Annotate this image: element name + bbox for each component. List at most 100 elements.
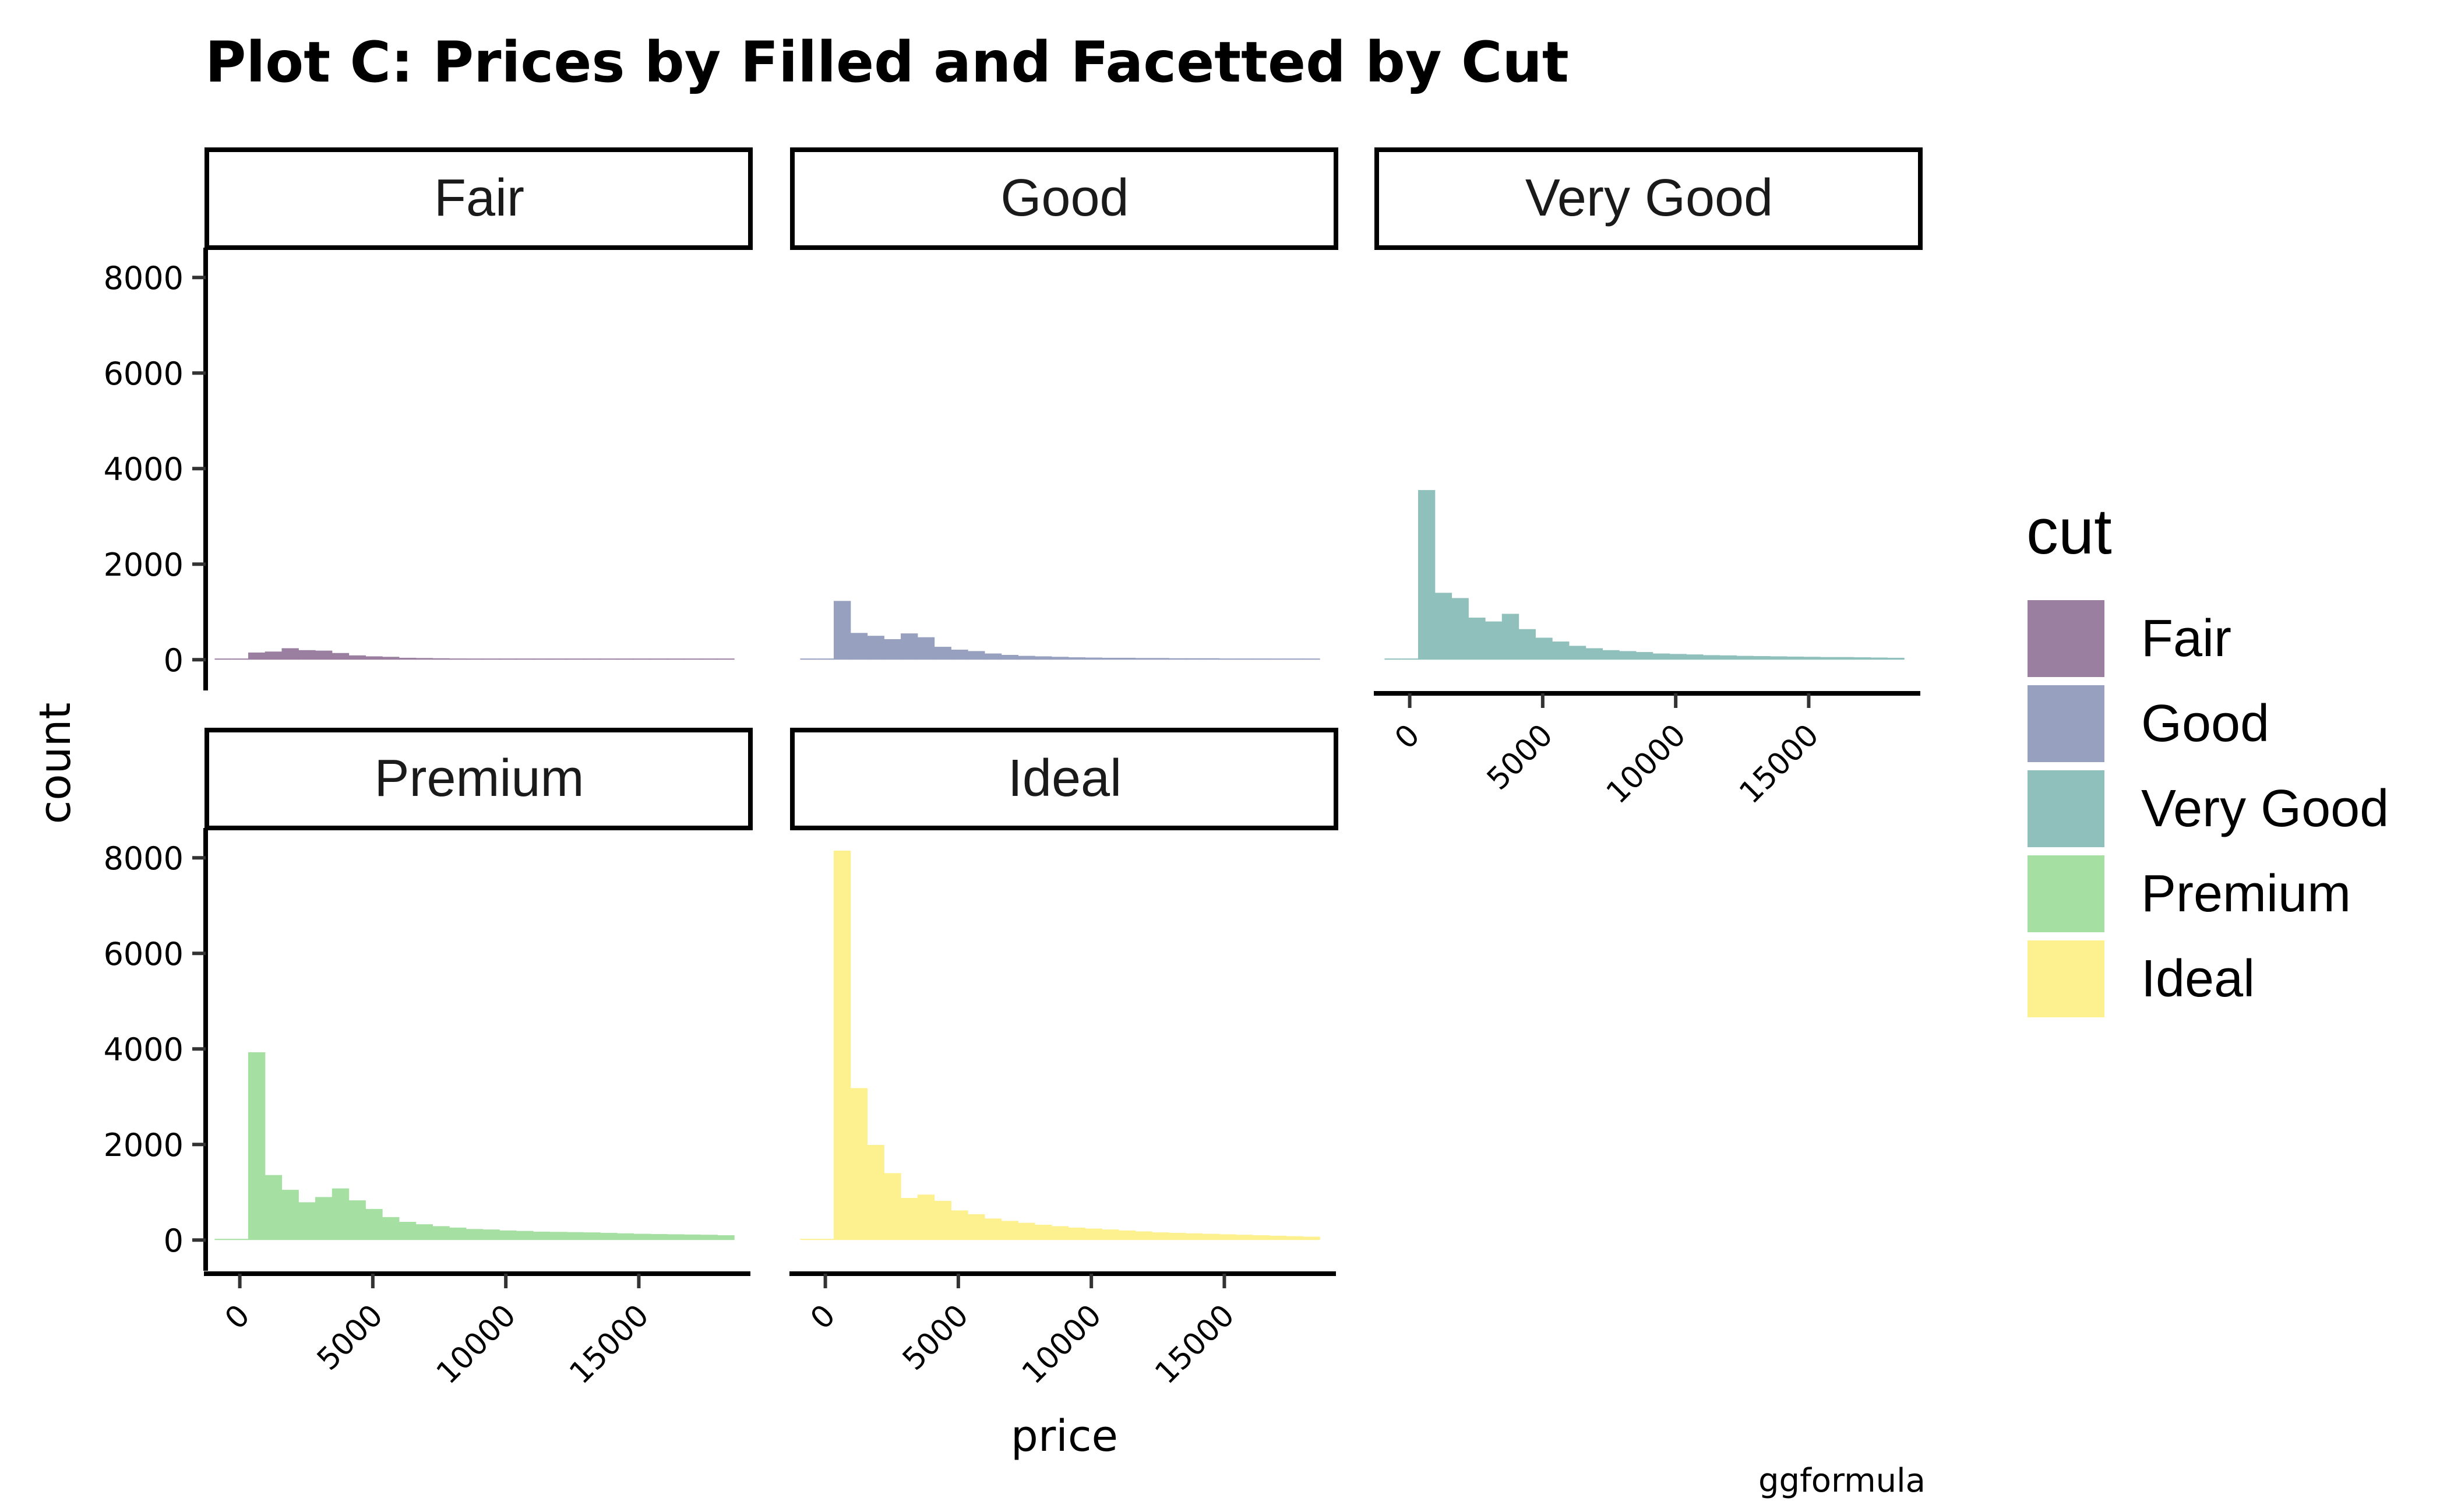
bar [332,1188,350,1240]
bar [717,658,735,660]
bar [1118,657,1136,660]
panel-fair: Fair 0 2000 4000 6000 8000 [104,147,753,690]
panel-premium: Premium 0 2000 4000 6000 8000 0 5000 10000 15000 [104,728,753,1391]
bar [1001,1221,1018,1240]
bar [566,1232,584,1240]
bar [1219,658,1236,660]
x-tick-label: 10000 [1016,1298,1108,1391]
bar [683,658,701,660]
bar [1186,1233,1203,1240]
bar [265,1175,283,1240]
bar [1468,618,1486,660]
bar [449,1227,467,1240]
bar [917,1194,935,1240]
bar [365,1208,383,1240]
bar [1451,598,1469,660]
y-tick-label: 6000 [104,355,184,392]
bar [1236,1235,1253,1240]
bar [1820,657,1838,660]
bar [1585,648,1603,660]
bar [482,1229,500,1240]
bar [432,1226,450,1240]
bar [650,1233,668,1240]
bar [1853,657,1871,660]
baseline-mark [214,1239,232,1240]
strip-premium [204,728,753,830]
bar [533,1231,551,1240]
bar [1837,657,1854,660]
bar [466,1229,484,1240]
x-tick-label: 15000 [1733,718,1825,810]
bar [1135,658,1153,660]
y-tick-label: 0 [164,1222,184,1259]
bar [1552,642,1570,660]
bar [1051,1226,1069,1240]
strip-label-good: Good [1000,169,1129,227]
bar [951,1210,968,1240]
bar [399,1222,417,1240]
bar [1051,657,1069,660]
strip-label-premium: Premium [374,749,584,808]
bar [1102,1229,1119,1240]
bar [382,1217,400,1240]
legend-title: cut [2026,496,2112,568]
bar [616,658,634,660]
bar [934,647,951,660]
bar [1018,655,1035,660]
legend-label-fair: Fair [2141,609,2231,668]
legend-swatch-fair [2028,600,2104,677]
y-axis-label: count [30,703,80,824]
bar [583,658,601,660]
x-tick-label: 5000 [311,1298,390,1377]
bar [1219,1234,1236,1240]
y-tick-label: 8000 [104,840,184,877]
bar [934,1200,951,1240]
bar [1803,657,1821,660]
strip-label-ideal: Ideal [1008,749,1122,808]
bar [382,657,400,660]
bar [901,633,918,660]
bar [1152,658,1169,660]
bar [817,658,834,660]
bar [700,1235,718,1240]
bar [583,1232,601,1240]
y-tick-label: 6000 [104,936,184,972]
legend-swatch-very-good [2028,770,2104,847]
bar [1253,1235,1270,1240]
bar [281,648,299,660]
bar [1085,657,1102,660]
bar [348,655,366,660]
strip-label-fair: Fair [434,169,524,227]
panel-ideal: Ideal 0 5000 10000 15000 [789,728,1338,1391]
bar [265,651,283,660]
x-axis-label: price [1011,1411,1118,1461]
bar [968,1214,985,1240]
bar [917,637,935,660]
bar [1303,1236,1320,1240]
bar [1286,1236,1303,1240]
bar [1001,655,1018,660]
bar [667,1234,685,1240]
bar [399,657,417,660]
bar [600,658,618,660]
bar [281,1190,299,1240]
bar [1568,646,1586,660]
strip-fair [204,147,753,250]
bar [1169,658,1186,660]
legend-swatch-premium [2028,855,2104,932]
bar [1669,654,1687,660]
bar [1068,657,1086,660]
bar [1202,658,1220,660]
x-tick-label: 10000 [430,1298,523,1391]
bar [1253,658,1270,660]
x-tick-label: 15000 [1148,1298,1241,1391]
bar [1635,652,1653,660]
bar [867,1145,884,1240]
y-tick-label: 2000 [104,547,184,583]
strip-very-good [1374,147,1923,250]
bar [600,1232,618,1240]
baseline-mark [800,658,817,660]
bar [332,653,350,660]
legend: cut Fair Good Very Good Premium Ideal [2026,496,2389,1017]
